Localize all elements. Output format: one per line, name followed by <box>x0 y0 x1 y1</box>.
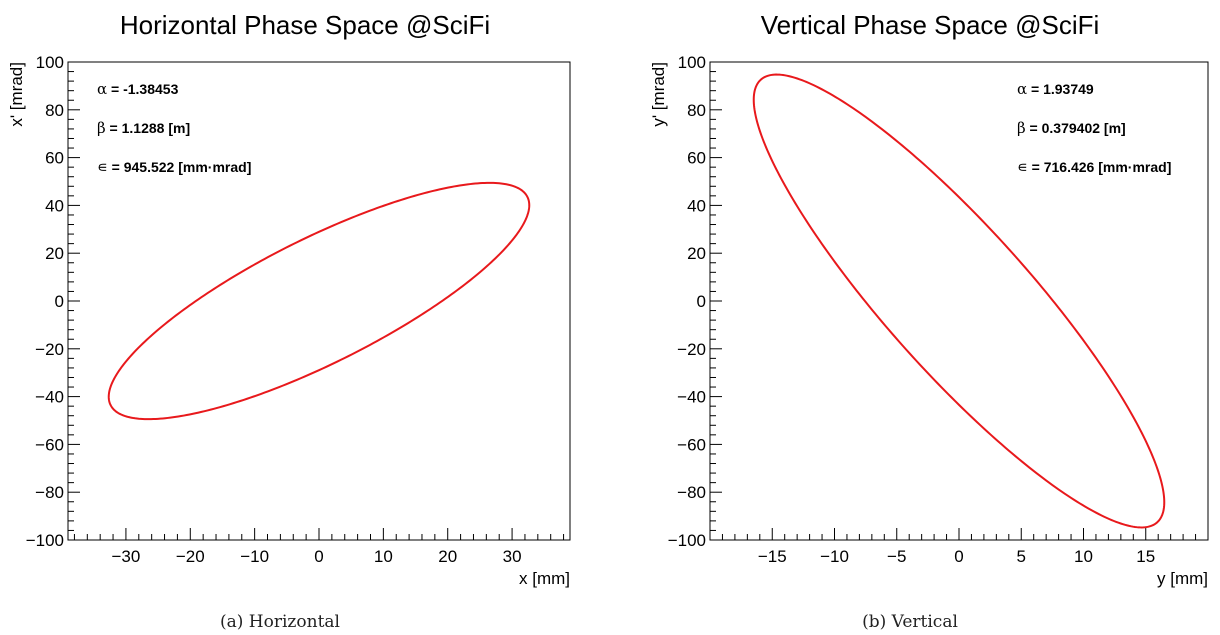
vertical-phase-space-panel: Vertical Phase Space @SciFi −100 −80 −60 −40… <box>640 0 1220 635</box>
twiss-annotation: β = 1.1288 [m] <box>97 119 190 137</box>
horizontal-phase-space-panel: Horizontal Phase Space @SciFi −100 −80 −60−… <box>7 10 571 588</box>
twiss-annotation: ∊ = 716.426 [mm·mrad] <box>1017 158 1171 176</box>
y-tick-label: −100 <box>26 531 64 550</box>
x-tick-label: 20 <box>438 547 457 566</box>
x-tick-label: 10 <box>1074 547 1093 566</box>
y-tick-label: 20 <box>687 244 706 263</box>
twiss-annotation: α = 1.93749 <box>1017 80 1094 98</box>
y-tick-label: 0 <box>697 292 706 311</box>
x-tick-label: 10 <box>374 547 393 566</box>
x-tick-label: −5 <box>887 547 906 566</box>
y-tick-label: 80 <box>687 101 706 120</box>
y-tick-label: −40 <box>677 388 706 407</box>
y-tick-label: 40 <box>45 196 64 215</box>
y-tick-label: −20 <box>35 340 64 359</box>
y-tick-label: −20 <box>677 340 706 359</box>
y-tick-label: −40 <box>35 388 64 407</box>
y-tick-label: 60 <box>687 149 706 168</box>
x-tick-label: −10 <box>820 547 849 566</box>
x-tick-label: 0 <box>314 547 323 566</box>
y-tick-label: −100 <box>668 531 706 550</box>
y-tick-label: 100 <box>36 53 64 72</box>
y-tick-label: 20 <box>45 244 64 263</box>
x-tick-label: −20 <box>176 547 205 566</box>
horizontal-phase-space-chart: Horizontal Phase Space @SciFi−100−80−60−… <box>7 10 571 588</box>
x-axis-label: y [mm] <box>1157 569 1208 588</box>
x-tick-label: −30 <box>112 547 141 566</box>
x-tick-label: 0 <box>954 547 963 566</box>
x-tick-label: 5 <box>1017 547 1026 566</box>
y-tick-label: 40 <box>687 196 706 215</box>
caption-vertical: (b) Vertical <box>862 612 958 632</box>
phase-space-ellipse <box>752 73 1166 529</box>
twiss-annotation: α = -1.38453 <box>97 80 179 98</box>
chart-title: Vertical Phase Space @SciFi <box>761 10 1100 40</box>
x-tick-label: −15 <box>758 547 787 566</box>
x-tick-label: 30 <box>503 547 522 566</box>
y-tick-label: 0 <box>55 292 64 311</box>
y-tick-label: 60 <box>45 149 64 168</box>
caption-horizontal: (a) Horizontal <box>220 612 340 632</box>
x-tick-label: 15 <box>1136 547 1155 566</box>
y-axis-label: y' [mrad] <box>649 62 668 127</box>
x-axis-label: x [mm] <box>519 569 570 588</box>
y-tick-label: −60 <box>35 435 64 454</box>
y-tick-label: 80 <box>45 101 64 120</box>
y-tick-label: −80 <box>35 483 64 502</box>
phase-space-ellipse <box>107 181 531 421</box>
twiss-annotation: β = 0.379402 [m] <box>1017 119 1126 137</box>
y-axis-label: x' [mrad] <box>7 62 26 127</box>
y-tick-label: 100 <box>678 53 706 72</box>
chart-title: Horizontal Phase Space @SciFi <box>120 10 490 40</box>
twiss-annotation: ∊ = 945.522 [mm·mrad] <box>97 158 251 176</box>
y-tick-label: −80 <box>677 483 706 502</box>
plot-frame <box>709 61 1209 541</box>
vertical-phase-space-chart: Vertical Phase Space @SciFi−100−80−60−40… <box>649 10 1209 588</box>
x-tick-label: −10 <box>240 547 269 566</box>
y-tick-label: −60 <box>677 435 706 454</box>
